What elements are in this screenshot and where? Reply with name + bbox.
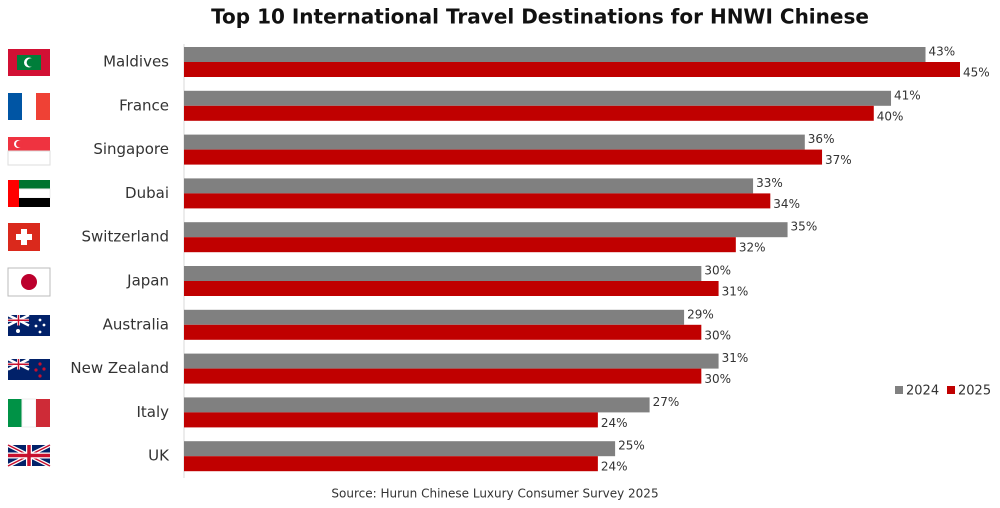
bar — [184, 309, 685, 325]
value-label: 24% — [601, 416, 628, 430]
bar — [184, 324, 702, 340]
value-label: 27% — [653, 395, 680, 409]
category-label: Maldives — [103, 53, 169, 71]
category-label: Australia — [103, 315, 169, 333]
flag — [7, 357, 50, 380]
flag — [8, 223, 40, 251]
category-label: UK — [148, 447, 170, 465]
bar — [184, 397, 650, 413]
bar — [184, 178, 754, 194]
flag — [7, 313, 50, 336]
value-label: 30% — [704, 372, 731, 386]
bar — [184, 193, 771, 209]
category-label: Italy — [136, 403, 169, 421]
value-label: 36% — [808, 132, 835, 146]
bar — [184, 441, 616, 457]
bar — [184, 266, 702, 281]
category-label: Japan — [126, 272, 169, 290]
bar — [184, 456, 598, 472]
value-label: 45% — [963, 66, 990, 80]
bar — [184, 47, 926, 62]
bar — [184, 134, 805, 150]
value-label: 32% — [739, 241, 766, 255]
value-label: 30% — [704, 264, 731, 278]
category-label: New Zealand — [70, 359, 169, 377]
flag — [8, 398, 50, 428]
bar — [184, 353, 719, 369]
value-label: 25% — [618, 439, 645, 453]
bar — [184, 412, 598, 428]
chart-title: Top 10 International Travel Destinations… — [211, 5, 869, 29]
value-label: 34% — [773, 197, 800, 211]
value-label: 31% — [722, 285, 749, 299]
bar — [184, 281, 719, 296]
bar — [184, 105, 874, 121]
flag — [7, 267, 51, 297]
flag — [8, 93, 50, 120]
legend-swatch — [895, 386, 903, 394]
bar — [184, 90, 892, 106]
value-label: 43% — [929, 45, 956, 59]
flag — [8, 180, 51, 207]
bar — [184, 62, 960, 77]
bar — [184, 237, 736, 253]
flags — [7, 49, 51, 468]
flag — [7, 443, 51, 468]
bar — [184, 368, 702, 384]
flag — [8, 49, 50, 76]
legend-label: 2025 — [958, 384, 991, 399]
value-label: 31% — [722, 351, 749, 365]
value-label: 41% — [894, 88, 921, 102]
flag — [7, 137, 51, 166]
value-label: 37% — [825, 153, 852, 167]
source: Source: Hurun Chinese Luxury Consumer Su… — [331, 487, 658, 501]
category-label: Dubai — [125, 184, 169, 202]
category-label: Singapore — [93, 140, 169, 158]
bar — [184, 222, 788, 238]
value-label: 40% — [877, 109, 904, 123]
value-label: 33% — [756, 176, 783, 190]
value-label: 29% — [687, 307, 714, 321]
bar — [184, 149, 823, 165]
legend-label: 2024 — [906, 384, 939, 399]
value-label: 24% — [601, 460, 628, 474]
value-label: 35% — [791, 220, 818, 234]
legend-swatch — [947, 386, 955, 394]
value-label: 30% — [704, 328, 731, 342]
category-label: France — [119, 96, 169, 114]
category-label: Switzerland — [82, 228, 170, 246]
